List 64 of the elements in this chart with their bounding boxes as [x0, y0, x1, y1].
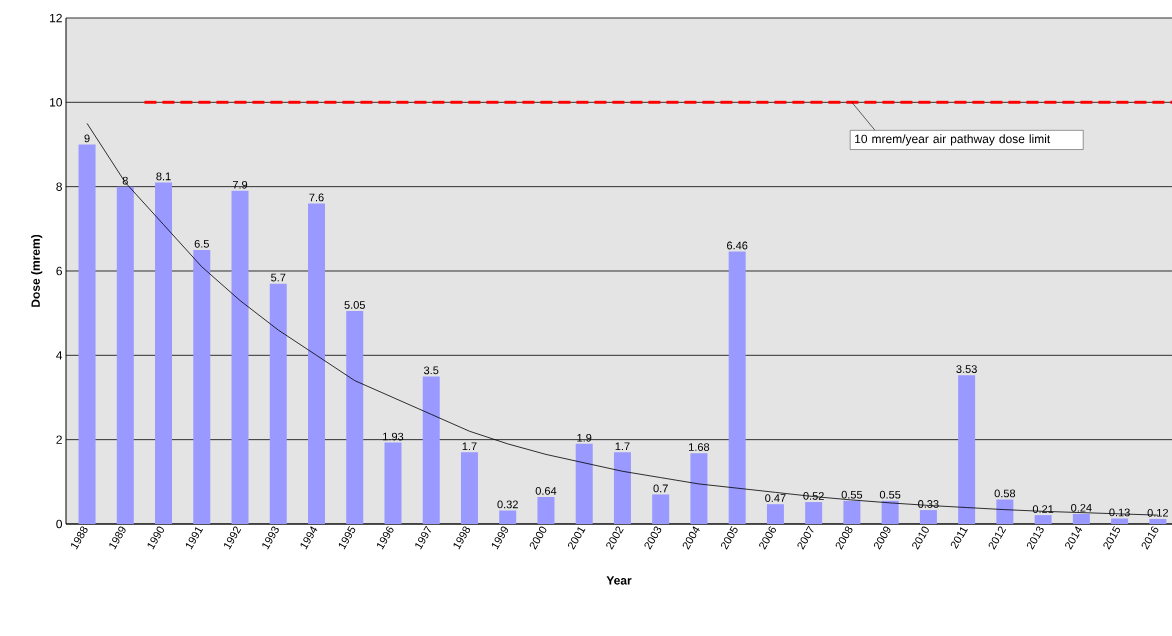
bar: [384, 442, 402, 524]
bar: [499, 510, 517, 524]
x-axis-title: Year: [606, 576, 632, 585]
data-label: 0.13: [1109, 508, 1130, 517]
bar: [193, 249, 211, 524]
data-label: 0.47: [765, 494, 786, 502]
bar: [728, 251, 746, 524]
data-label: 0.64: [535, 487, 557, 495]
data-label: 0.12: [1147, 508, 1168, 517]
bar: [269, 283, 287, 524]
data-label: 0.58: [994, 489, 1016, 498]
data-label: 0.32: [497, 500, 518, 509]
bar: [537, 497, 555, 524]
y-tick-label: 12: [50, 13, 62, 23]
data-label: 7.6: [309, 193, 324, 202]
data-label: 5.7: [271, 273, 286, 282]
data-label: 1.68: [689, 443, 710, 451]
y-tick-label: 10: [50, 98, 63, 107]
data-label: 5.05: [344, 301, 365, 309]
annotation: 10 mrem/year air pathway dose limit: [855, 134, 1051, 146]
bar: [346, 311, 364, 524]
data-label: 3.5: [424, 366, 439, 375]
data-label: 0.55: [879, 490, 901, 499]
data-label: 0.33: [918, 500, 939, 508]
bar: [766, 504, 784, 524]
bar: [422, 376, 440, 524]
bar: [575, 443, 593, 524]
bar: [308, 203, 325, 524]
bar: [1072, 513, 1090, 524]
bar: [78, 144, 96, 524]
data-label: 0.24: [1071, 503, 1092, 512]
data-label: 1.7: [462, 442, 477, 451]
bar: [958, 375, 976, 524]
bar: [1034, 515, 1052, 524]
bar: [613, 452, 631, 524]
data-label: 6.5: [194, 239, 209, 248]
bar: [881, 500, 899, 524]
y-tick-label: 2: [56, 435, 62, 444]
data-label: 9: [84, 134, 90, 143]
data-label: 8.1: [156, 172, 171, 181]
data-label: 0.55: [841, 490, 863, 499]
data-label: 0.7: [653, 484, 668, 493]
bar: [1149, 518, 1167, 524]
y-tick-label: 0: [56, 519, 63, 529]
data-label: 3.53: [956, 365, 977, 373]
data-label: 8: [122, 176, 128, 185]
bar: [116, 186, 134, 524]
bar: [996, 499, 1014, 524]
bar: [919, 510, 937, 524]
data-label: 1.93: [383, 432, 404, 441]
bar: [843, 500, 861, 524]
y-axis-title: Dose (mrem): [31, 234, 43, 307]
bar: [155, 182, 173, 524]
y-tick-label: 8: [56, 182, 62, 191]
data-label: 6.46: [727, 241, 748, 250]
bar: [652, 494, 670, 524]
data-label: 1.7: [615, 442, 630, 451]
bar: [231, 190, 249, 524]
bar: [460, 452, 478, 524]
bar: [1111, 518, 1129, 524]
bar: [690, 453, 708, 524]
y-tick-label: 4: [56, 351, 63, 360]
bar: [805, 502, 823, 524]
y-tick-label: 6: [56, 266, 62, 276]
